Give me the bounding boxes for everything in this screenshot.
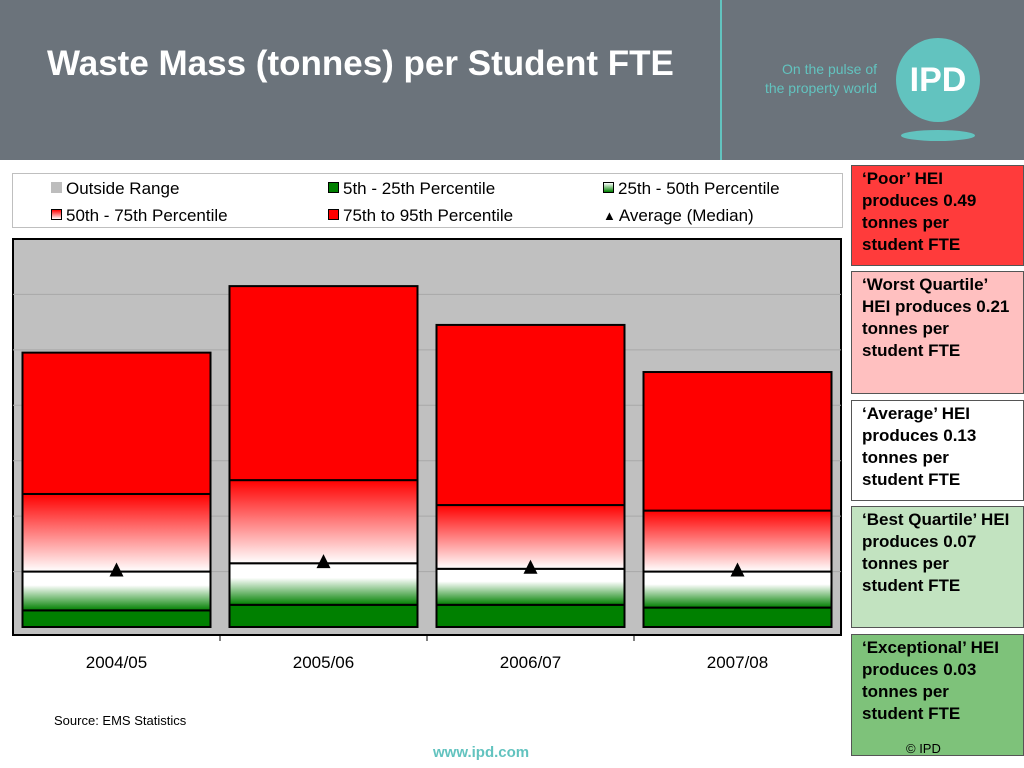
legend-swatch-25th-50th xyxy=(603,182,614,193)
bar-segment-5th-25th xyxy=(228,603,419,629)
callout-poor: ‘Poor’ HEI produces 0.49 tonnes per stud… xyxy=(851,165,1024,266)
callout-exceptional-text: ‘Exceptional’ HEI produces 0.03 tonnes p… xyxy=(862,638,999,723)
bar-segment-75th-95th xyxy=(228,285,419,482)
chart-legend: Outside Range 5th - 25th Percentile 25th… xyxy=(12,173,843,228)
callout-worst-quartile: ‘Worst Quartile’ HEI produces 0.21 tonne… xyxy=(851,271,1024,394)
bar-segment-5th-25th xyxy=(642,606,833,629)
bar-segment-50th-75th xyxy=(435,504,626,570)
x-tick-label: 2004/05 xyxy=(86,653,147,672)
bar-segment-75th-95th xyxy=(435,323,626,507)
x-tick-label: 2006/07 xyxy=(500,653,561,672)
legend-label: 50th - 75th Percentile xyxy=(66,206,228,225)
footer-url-link[interactable]: www.ipd.com xyxy=(433,744,530,761)
bar-segment-25th-50th xyxy=(21,570,212,612)
legend-item-outside-range: Outside Range xyxy=(51,179,179,199)
bar-segment-5th-25th xyxy=(21,609,212,628)
legend-swatch-5th-25th xyxy=(328,182,339,193)
bar-segment-25th-50th xyxy=(642,570,833,609)
callout-best-quartile: ‘Best Quartile’ HEI produces 0.07 tonnes… xyxy=(851,506,1024,628)
bar-segment-5th-25th xyxy=(435,603,626,629)
x-tick-label: 2005/06 xyxy=(293,653,354,672)
logo-ellipse xyxy=(901,130,975,141)
legend-swatch-outside-range xyxy=(51,182,62,193)
slide-title: Waste Mass (tonnes) per Student FTE xyxy=(47,44,674,83)
copyright: © IPD xyxy=(906,741,941,756)
callout-exceptional: ‘Exceptional’ HEI produces 0.03 tonnes p… xyxy=(851,634,1024,756)
median-marker xyxy=(316,554,331,569)
legend-label: Average (Median) xyxy=(618,206,754,225)
legend-item-average-median: ▲ Average (Median) xyxy=(603,206,754,226)
x-tick-label: 2007/08 xyxy=(707,653,768,672)
header-divider xyxy=(720,0,722,160)
bar-segment-75th-95th xyxy=(642,371,833,512)
bar-segment-50th-75th xyxy=(228,479,419,565)
median-marker xyxy=(109,562,124,577)
tagline-line-1: On the pulse of xyxy=(782,61,877,77)
legend-label: 75th to 95th Percentile xyxy=(343,206,514,225)
legend-label: Outside Range xyxy=(66,179,180,198)
callout-poor-text: ‘Poor’ HEI produces 0.49 tonnes per stud… xyxy=(862,169,977,254)
bar-segment-25th-50th xyxy=(435,567,626,606)
callout-average-text: ‘Average’ HEI produces 0.13 tonnes per s… xyxy=(862,404,977,489)
bar-segment-75th-95th xyxy=(21,351,212,495)
median-markers xyxy=(109,554,745,577)
median-marker xyxy=(523,559,538,574)
legend-swatch-75th-95th xyxy=(328,209,339,220)
triangle-icon: ▲ xyxy=(603,208,616,223)
tagline: On the pulse of the property world xyxy=(735,60,877,98)
legend-item-25th-50th: 25th - 50th Percentile xyxy=(603,179,780,199)
header-banner: Waste Mass (tonnes) per Student FTE On t… xyxy=(0,0,1024,160)
bars xyxy=(21,285,833,629)
legend-item-75th-95th: 75th to 95th Percentile xyxy=(328,206,513,226)
callout-average: ‘Average’ HEI produces 0.13 tonnes per s… xyxy=(851,400,1024,501)
ipd-logo: IPD xyxy=(896,38,980,122)
tagline-line-2: the property world xyxy=(764,80,877,96)
source-note: Source: EMS Statistics xyxy=(54,713,187,728)
legend-swatch-50th-75th xyxy=(51,209,62,220)
callout-worst-quartile-text: ‘Worst Quartile’ HEI produces 0.21 tonne… xyxy=(862,275,1010,360)
callout-best-quartile-text: ‘Best Quartile’ HEI produces 0.07 tonnes… xyxy=(862,510,1010,595)
bar-segment-25th-50th xyxy=(228,562,419,606)
bar-segment-50th-75th xyxy=(642,509,833,573)
category-labels: 2004/05 2005/06 2006/07 2007/08 xyxy=(86,635,768,672)
bar-chart: 2004/05 2005/06 2006/07 2007/08 xyxy=(12,238,842,672)
legend-label: 5th - 25th Percentile xyxy=(343,179,496,198)
legend-item-50th-75th: 50th - 75th Percentile xyxy=(51,206,228,226)
median-marker xyxy=(730,562,745,577)
legend-item-5th-25th: 5th - 25th Percentile xyxy=(328,179,495,199)
legend-label: 25th - 50th Percentile xyxy=(618,179,780,198)
bar-segment-50th-75th xyxy=(21,492,212,573)
